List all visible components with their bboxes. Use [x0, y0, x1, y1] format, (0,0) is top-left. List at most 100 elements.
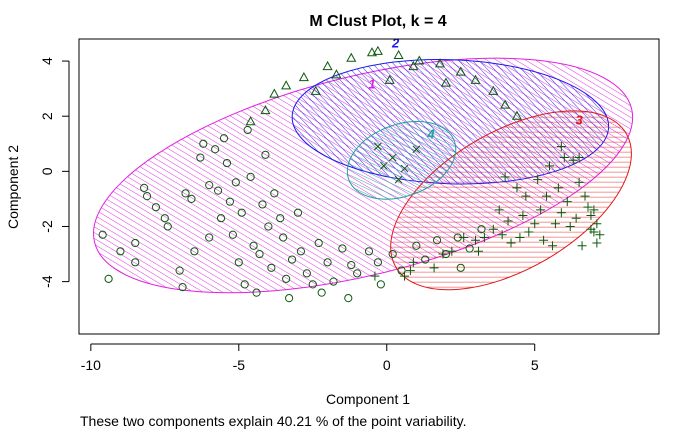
- cluster-1-point: [293, 208, 303, 217]
- cluster-2-point: [470, 74, 481, 84]
- cluster-1-point: [104, 274, 113, 283]
- cluster-1-point: [219, 134, 229, 143]
- cluster-3-point: [539, 235, 549, 245]
- cluster-2-point: [434, 58, 446, 68]
- cluster-3-point: [589, 227, 599, 237]
- cluster-2-point: [372, 45, 383, 55]
- x-tick-label: 5: [531, 357, 539, 373]
- cluster-1-point: [196, 153, 205, 162]
- x-tick-label: -10: [81, 357, 101, 373]
- cluster-2-point: [331, 69, 342, 79]
- cluster-2-label: 2: [391, 35, 400, 50]
- cluster-1-point: [421, 255, 430, 264]
- cluster-3-point: [524, 227, 534, 237]
- chart-title: M Clust Plot, k = 4: [309, 13, 446, 30]
- y-tick-label: -2: [39, 220, 55, 233]
- cluster-3-point: [518, 210, 528, 220]
- cluster-3-point: [405, 266, 415, 276]
- cluster-3-point: [506, 238, 516, 248]
- cluster-3-point: [515, 233, 525, 243]
- cluster-1-point: [163, 222, 172, 231]
- cluster-1-point: [140, 183, 149, 192]
- cluster-2-point: [393, 49, 404, 60]
- plot-frame: [78, 38, 660, 335]
- cluster-4-point: [394, 175, 403, 184]
- cluster-1-point: [231, 178, 240, 187]
- x-axis-label: Component 1: [326, 391, 410, 407]
- cluster-3-point: [488, 224, 498, 234]
- cluster-1-point: [237, 208, 246, 217]
- cluster-1-point: [314, 238, 323, 248]
- cluster-1-point: [285, 294, 294, 303]
- cluster-1-point: [211, 145, 220, 154]
- cluster-1-point: [249, 241, 258, 250]
- cluster-1-point: [252, 288, 261, 297]
- cluster-1-point: [432, 236, 442, 245]
- cluster-3-point: [500, 172, 510, 182]
- cluster-1-point: [222, 158, 232, 168]
- cluster-1-point: [344, 294, 353, 303]
- cluster-1-point: [347, 260, 356, 270]
- y-tick-label: 2: [39, 112, 55, 120]
- y-tick-label: 4: [39, 57, 55, 65]
- cluster-1-point: [338, 244, 347, 253]
- cluster-1-point: [308, 280, 317, 289]
- x-tick-label: -5: [233, 357, 246, 373]
- cluster-3-point: [479, 233, 489, 243]
- cluster-1-point: [456, 263, 465, 272]
- cluster-2-point: [414, 55, 425, 65]
- x-axis: -10 -5 0 5: [81, 343, 539, 373]
- cluster-1-point: [302, 269, 311, 278]
- cluster-2-point: [298, 71, 309, 82]
- cluster-3-point: [494, 205, 504, 215]
- cluster-1-point: [270, 189, 279, 198]
- cluster-2-point: [346, 52, 357, 62]
- cluster-3-point: [536, 205, 546, 215]
- cluster-1-point: [243, 125, 252, 135]
- cluster-3-point: [589, 205, 599, 215]
- cluster-2-point: [366, 47, 378, 57]
- cluster-3-point: [370, 271, 380, 281]
- cluster-1-point: [258, 200, 267, 209]
- cluster-1-point: [373, 258, 382, 267]
- cluster-1-point: [131, 238, 140, 248]
- cluster-1-point: [267, 263, 276, 272]
- cluster-1-point: [131, 258, 140, 267]
- cluster-3-point: [568, 155, 578, 165]
- cluster-3-point: [571, 213, 581, 223]
- cluster-1-point: [142, 192, 152, 201]
- cluster-3-point: [550, 219, 560, 229]
- cluster-1-point: [465, 244, 474, 253]
- y-tick-label: 0: [39, 167, 55, 175]
- cluster-2-point: [260, 105, 271, 115]
- data-points: [98, 45, 605, 303]
- cluster-1-point: [98, 230, 107, 239]
- cluster-3-point: [556, 208, 566, 218]
- cluster-3-point: [408, 257, 418, 267]
- cluster-3-point: [473, 246, 483, 256]
- cluster-1-point: [317, 288, 326, 297]
- cluster-3-point: [553, 183, 563, 193]
- variability-footnote: These two components explain 40.21 % of …: [80, 413, 467, 429]
- cluster-3-point: [547, 241, 557, 251]
- cluster-3-point: [592, 219, 602, 229]
- cluster-1-point: [276, 214, 285, 223]
- cluster-3-point: [565, 221, 575, 231]
- cluster-3-point: [471, 235, 481, 245]
- cluster-2-point: [269, 88, 280, 98]
- cluster-1-point: [287, 255, 297, 264]
- cluster-3-point: [586, 210, 596, 220]
- cluster-1-point: [151, 203, 161, 212]
- cluster-2-point: [310, 85, 321, 95]
- x-tick-label: 0: [383, 357, 391, 373]
- cluster-1-point: [329, 277, 338, 286]
- cluster-3-point: [592, 238, 602, 248]
- cluster-1-point: [323, 258, 332, 267]
- cluster-3-point: [512, 183, 522, 193]
- cluster-3-point: [562, 197, 572, 207]
- cluster-1-label: 1: [368, 77, 375, 92]
- cluster-3-point: [447, 246, 457, 256]
- cluster-3-point: [533, 175, 543, 185]
- cluster-4-point: [400, 164, 409, 173]
